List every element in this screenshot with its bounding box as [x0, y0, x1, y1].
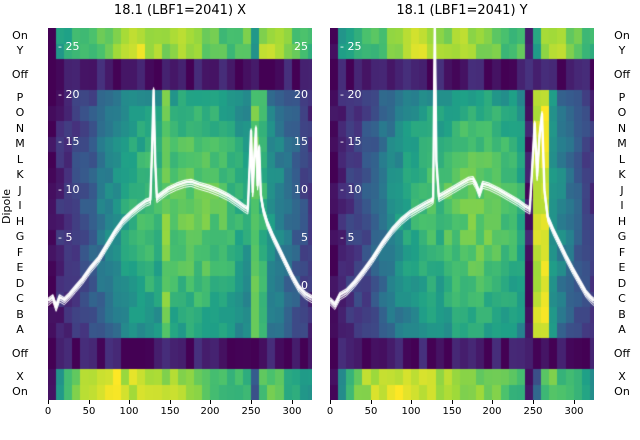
dipole-row-label-left: O: [15, 106, 25, 119]
dipole-row-label-left: Off: [11, 347, 29, 360]
inner-ytick-right: 25: [294, 40, 308, 54]
dipole-row-label-left: E: [16, 261, 24, 274]
dipole-row-label-right: D: [617, 277, 627, 290]
dipole-row-label-right: Off: [613, 347, 631, 360]
dipole-row-label-right: P: [618, 91, 626, 104]
dipole-row-label-left: J: [18, 184, 22, 197]
x-tick-mark: [170, 400, 171, 404]
panel-y-title: 18.1 (LBF1=2041) Y: [396, 3, 528, 18]
dipole-row-label-right: Off: [613, 68, 631, 81]
inner-ytick-left: - 5: [340, 230, 355, 244]
x-tick-label: 50: [82, 406, 96, 417]
heatmap-y-canvas: [330, 28, 594, 400]
x-tick-label: 0: [326, 406, 334, 417]
inner-ytick-left: - 15: [58, 135, 80, 149]
dipole-row-label-right: X: [618, 370, 626, 383]
x-tick-mark: [89, 400, 90, 404]
dipole-row-label-right: O: [617, 106, 627, 119]
x-tick-label: 50: [364, 406, 378, 417]
dipole-row-label-right: F: [618, 246, 626, 259]
inner-ytick-left: - 5: [58, 230, 73, 244]
dipole-row-label-left: On: [12, 385, 28, 398]
inner-ytick-left: - 10: [340, 183, 362, 197]
x-tick-label: 0: [44, 406, 52, 417]
inner-ytick-right: 5: [301, 230, 308, 244]
x-tick-label: 200: [200, 406, 220, 417]
dipole-row-label-left: On: [12, 29, 28, 42]
inner-ytick-right: 20: [294, 87, 308, 101]
dipole-row-label-left: F: [16, 246, 24, 259]
dipole-row-label-right: On: [614, 385, 630, 398]
dipole-row-label-left: C: [16, 292, 24, 305]
dipole-row-label-right: B: [618, 308, 626, 321]
dipole-row-label-left: K: [16, 168, 24, 181]
dipole-row-label-right: On: [614, 29, 630, 42]
x-tick-label: 100: [401, 406, 421, 417]
x-tick-label: 250: [241, 406, 261, 417]
x-tick-label: 100: [119, 406, 139, 417]
panel-x-title: 18.1 (LBF1=2041) X: [113, 3, 247, 18]
dipole-row-label-left: D: [15, 277, 25, 290]
dipole-row-label-left: Off: [11, 68, 29, 81]
inner-ytick-right: 10: [294, 183, 308, 197]
dipole-row-label-right: Y: [618, 44, 626, 57]
x-tick-mark: [492, 400, 493, 404]
x-tick-mark: [533, 400, 534, 404]
x-tick-mark: [371, 400, 372, 404]
dipole-row-label-right: N: [617, 122, 627, 135]
x-tick-mark: [292, 400, 293, 404]
dipole-row-label-right: G: [617, 230, 627, 243]
x-tick-mark: [210, 400, 211, 404]
x-tick-mark: [330, 400, 331, 404]
dipole-row-label-right: M: [617, 137, 627, 150]
x-tick-label: 300: [564, 406, 584, 417]
x-tick-mark: [129, 400, 130, 404]
dipole-row-label-left: P: [16, 91, 24, 104]
inner-ytick-left: - 15: [340, 135, 362, 149]
x-tick-label: 200: [482, 406, 502, 417]
dipole-row-label-left: B: [16, 308, 24, 321]
inner-ytick-left: - 20: [58, 87, 80, 101]
dipole-row-label-left: Y: [16, 44, 24, 57]
x-tick-label: 300: [282, 406, 302, 417]
dipole-row-label-right: A: [618, 323, 626, 336]
dipole-row-label-right: E: [618, 261, 626, 274]
dipole-row-label-left: N: [15, 122, 25, 135]
dipole-row-label-left: M: [15, 137, 25, 150]
x-tick-mark: [411, 400, 412, 404]
dipole-row-label-right: C: [618, 292, 626, 305]
dipole-row-label-left: H: [15, 215, 25, 228]
x-tick-mark: [452, 400, 453, 404]
dipole-row-label-right: I: [620, 199, 624, 212]
x-tick-mark: [48, 400, 49, 404]
inner-ytick-left: - 25: [340, 40, 362, 54]
inner-ytick-left: - 10: [58, 183, 80, 197]
dipole-row-label-right: K: [618, 168, 626, 181]
inner-ytick-left: - 20: [340, 87, 362, 101]
x-tick-label: 150: [442, 406, 462, 417]
dipole-row-label-left: X: [16, 370, 24, 383]
x-tick-mark: [574, 400, 575, 404]
inner-ytick-right: 0: [301, 278, 308, 292]
heatmap-x-canvas: [48, 28, 312, 400]
dipole-row-label-right: J: [620, 184, 624, 197]
dipole-row-label-right: L: [618, 153, 626, 166]
dipole-row-label-left: G: [15, 230, 25, 243]
dipole-row-label-left: L: [16, 153, 24, 166]
x-tick-label: 150: [160, 406, 180, 417]
x-tick-mark: [251, 400, 252, 404]
x-tick-label: 250: [523, 406, 543, 417]
dipole-row-label-right: H: [617, 215, 627, 228]
dipole-row-label-left: I: [18, 199, 22, 212]
inner-ytick-right: 15: [294, 135, 308, 149]
inner-ytick-left: - 25: [58, 40, 80, 54]
dipole-row-label-left: A: [16, 323, 24, 336]
